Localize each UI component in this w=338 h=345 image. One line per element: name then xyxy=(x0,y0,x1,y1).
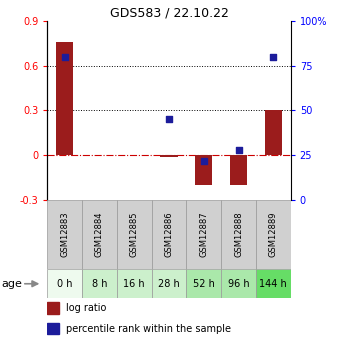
Text: GSM12884: GSM12884 xyxy=(95,212,104,257)
Point xyxy=(166,117,172,122)
Bar xyxy=(221,200,256,269)
Bar xyxy=(152,269,186,298)
Text: log ratio: log ratio xyxy=(66,303,107,313)
Bar xyxy=(117,269,152,298)
Text: GSM12888: GSM12888 xyxy=(234,212,243,257)
Text: age: age xyxy=(2,279,23,289)
Bar xyxy=(47,302,59,314)
Bar xyxy=(47,269,82,298)
Text: 96 h: 96 h xyxy=(228,279,249,289)
Text: 0 h: 0 h xyxy=(57,279,72,289)
Point xyxy=(271,54,276,59)
Text: GSM12885: GSM12885 xyxy=(130,212,139,257)
Bar xyxy=(82,269,117,298)
Bar xyxy=(186,200,221,269)
Bar xyxy=(82,200,117,269)
Point xyxy=(201,158,207,164)
Bar xyxy=(265,110,282,155)
Text: GSM12887: GSM12887 xyxy=(199,212,208,257)
Point xyxy=(62,54,67,59)
Text: 16 h: 16 h xyxy=(123,279,145,289)
Title: GDS583 / 22.10.22: GDS583 / 22.10.22 xyxy=(110,7,228,20)
Text: GSM12886: GSM12886 xyxy=(165,212,173,257)
Bar xyxy=(230,155,247,185)
Bar xyxy=(47,323,59,334)
Bar xyxy=(195,155,213,185)
Bar xyxy=(256,269,291,298)
Bar xyxy=(186,269,221,298)
Text: 144 h: 144 h xyxy=(260,279,287,289)
Text: 52 h: 52 h xyxy=(193,279,215,289)
Bar xyxy=(56,42,73,155)
Bar xyxy=(117,200,152,269)
Text: GSM12889: GSM12889 xyxy=(269,212,278,257)
Text: GSM12883: GSM12883 xyxy=(60,212,69,257)
Point xyxy=(236,147,241,152)
Bar xyxy=(152,200,186,269)
Bar xyxy=(221,269,256,298)
Bar xyxy=(256,200,291,269)
Text: 8 h: 8 h xyxy=(92,279,107,289)
Bar xyxy=(47,200,82,269)
Bar xyxy=(160,155,178,157)
Text: percentile rank within the sample: percentile rank within the sample xyxy=(66,324,231,334)
Text: 28 h: 28 h xyxy=(158,279,180,289)
